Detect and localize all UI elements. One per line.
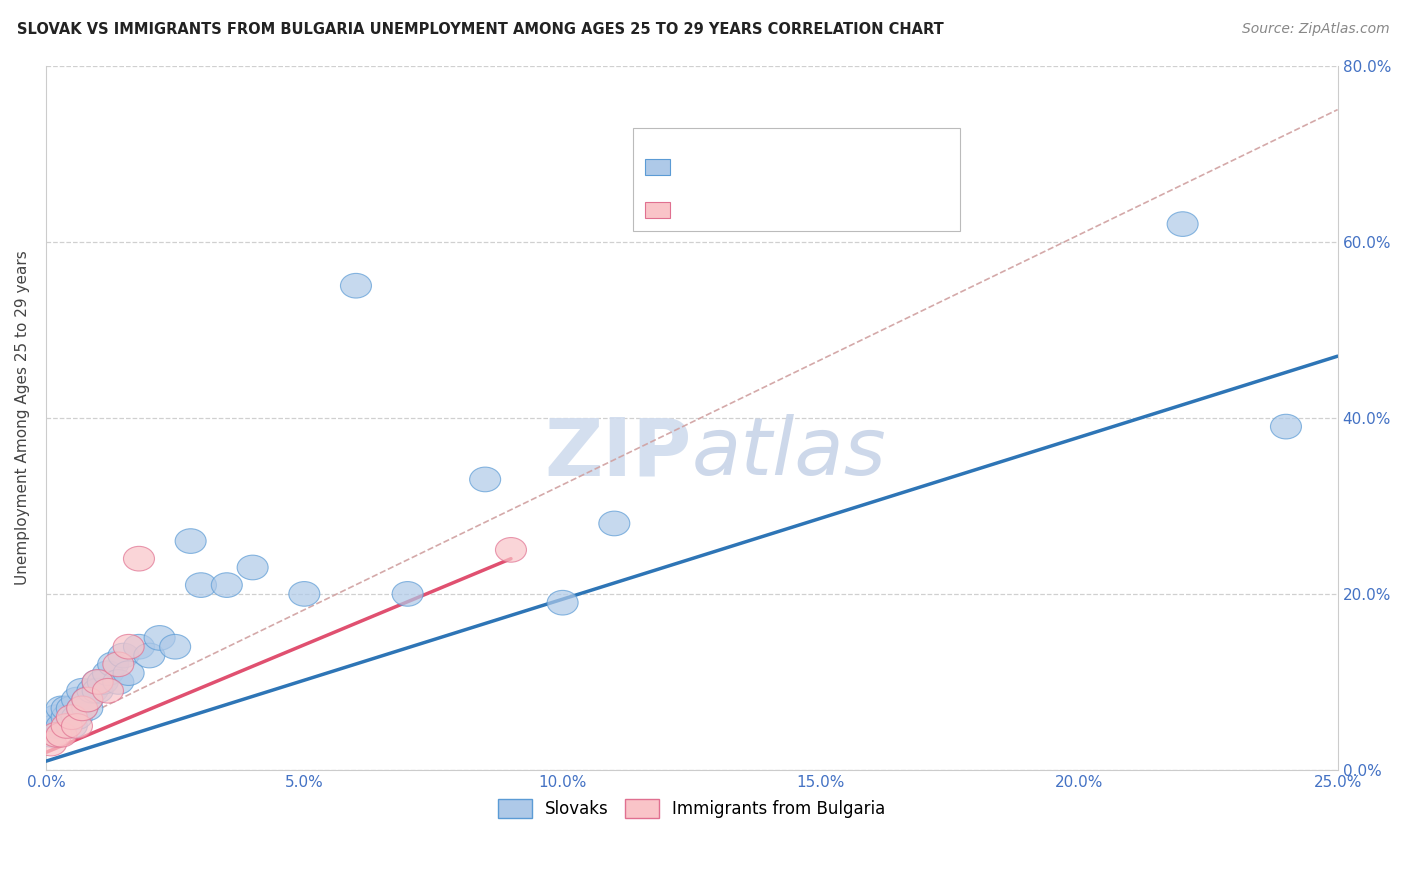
Ellipse shape — [56, 714, 87, 739]
Ellipse shape — [82, 670, 112, 694]
Ellipse shape — [1167, 211, 1198, 236]
Ellipse shape — [46, 723, 77, 747]
Text: atlas: atlas — [692, 414, 887, 492]
Ellipse shape — [72, 687, 103, 712]
Ellipse shape — [145, 625, 176, 650]
Ellipse shape — [97, 652, 128, 677]
Ellipse shape — [340, 273, 371, 298]
Ellipse shape — [124, 547, 155, 571]
Ellipse shape — [108, 643, 139, 668]
Ellipse shape — [547, 591, 578, 615]
Text: 0.727: 0.727 — [718, 158, 770, 176]
Ellipse shape — [41, 714, 72, 739]
Ellipse shape — [56, 696, 87, 721]
Ellipse shape — [186, 573, 217, 598]
Ellipse shape — [77, 679, 108, 703]
Text: SLOVAK VS IMMIGRANTS FROM BULGARIA UNEMPLOYMENT AMONG AGES 25 TO 29 YEARS CORREL: SLOVAK VS IMMIGRANTS FROM BULGARIA UNEMP… — [17, 22, 943, 37]
Text: 0.748: 0.748 — [718, 201, 770, 219]
Ellipse shape — [46, 696, 77, 721]
Ellipse shape — [51, 714, 82, 739]
Ellipse shape — [93, 679, 124, 703]
Ellipse shape — [51, 705, 82, 730]
Ellipse shape — [238, 555, 269, 580]
Ellipse shape — [1271, 414, 1302, 439]
Text: R =: R = — [679, 158, 714, 176]
Ellipse shape — [495, 538, 526, 562]
Ellipse shape — [112, 634, 145, 659]
Ellipse shape — [176, 529, 207, 553]
Text: N =: N = — [773, 158, 821, 176]
Ellipse shape — [56, 705, 87, 730]
Ellipse shape — [66, 679, 97, 703]
Legend: Slovaks, Immigrants from Bulgaria: Slovaks, Immigrants from Bulgaria — [492, 792, 891, 825]
Ellipse shape — [470, 467, 501, 491]
Ellipse shape — [93, 661, 124, 685]
Ellipse shape — [82, 670, 112, 694]
Ellipse shape — [41, 705, 72, 730]
Ellipse shape — [35, 731, 66, 756]
Ellipse shape — [66, 696, 97, 721]
Ellipse shape — [35, 723, 66, 747]
Ellipse shape — [599, 511, 630, 536]
Ellipse shape — [754, 159, 785, 184]
Ellipse shape — [82, 679, 112, 703]
Ellipse shape — [112, 661, 145, 685]
Ellipse shape — [62, 705, 93, 730]
Ellipse shape — [62, 687, 93, 712]
Text: Source: ZipAtlas.com: Source: ZipAtlas.com — [1241, 22, 1389, 37]
Text: N =: N = — [773, 201, 821, 219]
Text: ZIP: ZIP — [544, 414, 692, 492]
Ellipse shape — [160, 634, 191, 659]
Ellipse shape — [66, 696, 97, 721]
Ellipse shape — [211, 573, 242, 598]
Ellipse shape — [103, 652, 134, 677]
Ellipse shape — [87, 670, 118, 694]
Text: R =: R = — [679, 201, 714, 219]
Ellipse shape — [72, 687, 103, 712]
Ellipse shape — [288, 582, 319, 607]
Ellipse shape — [103, 670, 134, 694]
Ellipse shape — [46, 714, 77, 739]
Ellipse shape — [134, 643, 165, 668]
Ellipse shape — [41, 723, 72, 747]
Text: 41: 41 — [818, 158, 842, 176]
Text: 14: 14 — [818, 201, 842, 219]
Ellipse shape — [51, 696, 82, 721]
Ellipse shape — [62, 714, 93, 739]
Ellipse shape — [124, 634, 155, 659]
Ellipse shape — [72, 696, 103, 721]
Ellipse shape — [392, 582, 423, 607]
Y-axis label: Unemployment Among Ages 25 to 29 years: Unemployment Among Ages 25 to 29 years — [15, 251, 30, 585]
